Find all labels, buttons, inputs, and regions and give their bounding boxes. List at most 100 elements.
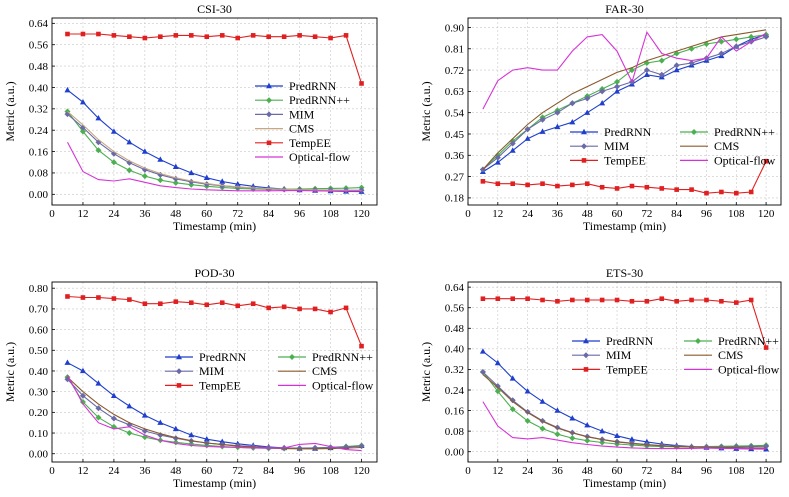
series-tempee-point	[525, 296, 530, 302]
series-predrnnpp-point	[718, 38, 725, 45]
legend-marker	[289, 354, 295, 360]
series-predrnn-point	[673, 66, 680, 73]
legend-marker	[691, 129, 697, 135]
y-tick-label: 0.54	[445, 107, 465, 119]
legend-label: TempEE	[604, 153, 646, 167]
series-tempee	[65, 294, 364, 349]
legend-label: CMS	[289, 122, 314, 136]
y-tick-label: 0.24	[29, 125, 49, 137]
legend-label: CMS	[714, 139, 739, 153]
y-tick-label: 0.16	[445, 405, 465, 417]
x-tick-label: 60	[612, 465, 624, 477]
series-predrnnpp-point	[126, 430, 133, 437]
legend-label: CMS	[718, 348, 743, 362]
legend-marker	[581, 128, 587, 135]
series-predrnn-point	[628, 436, 635, 442]
legend-marker	[581, 158, 587, 163]
legend-label: PredRNN++	[312, 350, 373, 364]
series-tempee-point	[142, 301, 148, 307]
legend-label: PredRNN	[606, 334, 654, 348]
series-tempee-point	[704, 297, 709, 303]
series-predrnn-point	[126, 139, 133, 145]
series-optical-flow	[482, 30, 767, 110]
series-tempee-point	[343, 305, 349, 311]
legend-marker	[581, 143, 587, 150]
series-predrnn-point	[599, 427, 606, 434]
series-tempee-point	[312, 34, 318, 39]
series-mim-point	[479, 369, 486, 375]
y-tick-label: 0.50	[29, 345, 49, 357]
series-mim-point	[358, 187, 365, 194]
series-mim-point	[733, 43, 740, 50]
y-tick-label: 0.48	[445, 323, 465, 335]
y-tick-label: 0.72	[445, 65, 464, 77]
series-predrnn-point	[95, 380, 102, 386]
series-predrnnpp-point	[614, 78, 621, 85]
y-tick-label: 0.40	[445, 344, 465, 356]
series-mim-point	[509, 397, 516, 404]
x-tick-label: 0	[465, 208, 471, 220]
series-mim-point	[539, 116, 546, 123]
x-tick-label: 108	[728, 465, 745, 477]
x-tick-label: 0	[49, 465, 55, 477]
series-tempee-point	[312, 306, 318, 312]
y-tick-label: 0.32	[29, 104, 48, 116]
y-axis-label: Metric (a.u.)	[3, 342, 17, 402]
series-tempee-point	[96, 295, 101, 300]
x-tick-label: 60	[201, 208, 213, 220]
x-axis-label: Timestamp (min)	[173, 476, 256, 490]
series-predrnn-line	[482, 34, 767, 173]
series-predrnn-point	[64, 86, 71, 93]
legend-label: PredRNN	[289, 79, 337, 93]
series-mim-point	[554, 109, 561, 116]
legend-label: MIM	[289, 107, 315, 121]
legend-label: PredRNN	[604, 125, 652, 139]
series-mim-point	[673, 62, 680, 69]
series-mim-line	[482, 36, 767, 170]
x-tick-label: 48	[170, 208, 182, 220]
series-predrnnpp-point	[599, 439, 606, 446]
series-cms-line	[482, 374, 767, 449]
legend-label: PredRNN++	[289, 93, 350, 107]
legend-label: Optical-flow	[289, 150, 351, 164]
series-predrnnpp-point	[110, 159, 117, 166]
legend-label: MIM	[604, 139, 630, 153]
series-optical-flow	[482, 401, 767, 450]
series-tempee-point	[343, 33, 349, 38]
x-tick-label: 24	[522, 208, 534, 220]
x-tick-label: 60	[612, 208, 624, 220]
series-mim-point	[312, 444, 319, 451]
series-predrnnpp-point	[126, 167, 133, 174]
y-tick-label: 0.48	[29, 61, 49, 73]
series-tempee-point	[219, 33, 225, 38]
series-tempee-line	[67, 33, 363, 84]
legend-label: Optical-flow	[714, 153, 776, 167]
series-mim-point	[688, 59, 695, 66]
series-tempee-point	[719, 298, 724, 304]
x-tick-label: 96	[294, 465, 306, 477]
series-predrnnpp-point	[172, 179, 179, 186]
y-tick-label: 0.45	[445, 129, 465, 141]
series-cms	[67, 376, 362, 450]
legend-marker	[583, 367, 589, 372]
series-predrnn-point	[110, 128, 117, 134]
legend: PredRNN PredRNN++ MIM CMS TempEE Optical-flow	[572, 334, 780, 376]
x-tick-label: 48	[582, 465, 594, 477]
y-tick-label: 0.30	[29, 386, 49, 398]
series-tempee	[480, 296, 769, 350]
x-tick-label: 84	[671, 465, 683, 477]
series-mim-point	[569, 100, 576, 107]
series-predrnn-point	[64, 359, 71, 365]
series-mim-point	[584, 95, 591, 102]
series-tempee-line	[482, 298, 767, 348]
x-tick-label: 72	[641, 465, 652, 477]
y-tick-label: 0.81	[445, 44, 464, 56]
series-predrnn-point	[157, 156, 164, 162]
series-tempee-point	[219, 300, 225, 305]
x-tick-label: 36	[139, 208, 151, 220]
x-tick-label: 12	[492, 465, 503, 477]
series-tempee-point	[266, 305, 271, 311]
series-predrnn-point	[614, 88, 621, 94]
legend-label: TempEE	[199, 378, 241, 392]
